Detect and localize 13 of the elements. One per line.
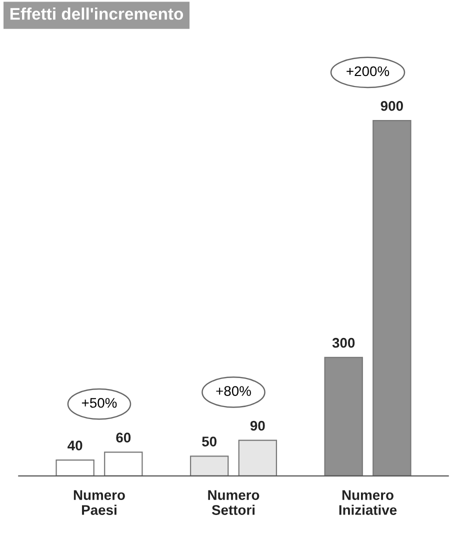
chart-title: Effetti dell'incremento [10, 8, 184, 20]
data-label: 60 [116, 432, 131, 443]
data-label: 40 [68, 440, 82, 450]
data-label: 900 [380, 101, 403, 111]
data-label: 50 [202, 436, 216, 446]
data-label: 300 [332, 338, 355, 348]
annotation: +80% [216, 386, 251, 396]
x-tick-label: Numero Paesi [74, 490, 125, 515]
x-tick-label: Numero Iniziative [339, 490, 397, 515]
x-tick-label: Numero Settori [208, 490, 260, 515]
annotation: +50% [82, 398, 117, 408]
text: +200% [346, 66, 390, 76]
data-label: 90 [250, 420, 265, 431]
